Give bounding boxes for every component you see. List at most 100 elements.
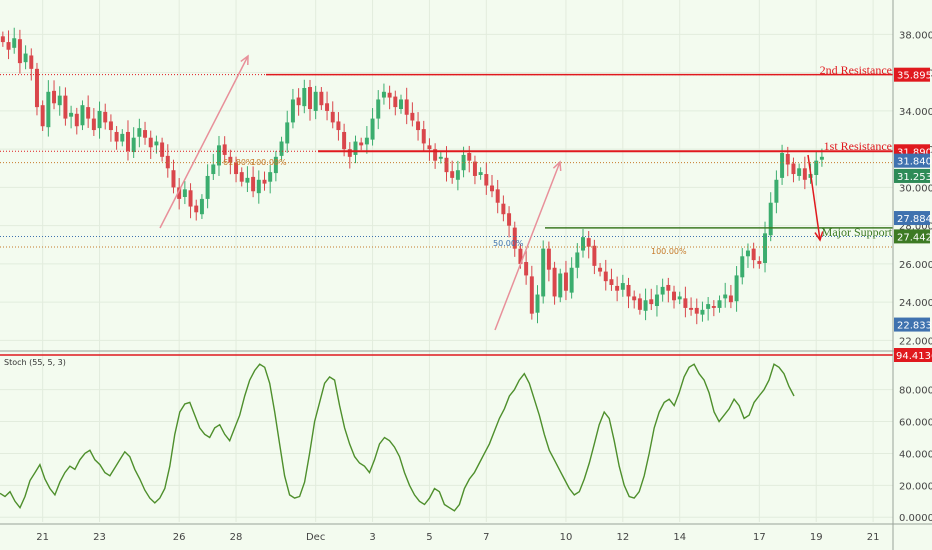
- candle-body: [416, 121, 421, 131]
- fib-label-100-b: 100.00%: [651, 247, 687, 256]
- price-tick-label: 30.000: [899, 183, 932, 194]
- candle-body: [330, 111, 335, 123]
- stoch-tick-label: 40.0000: [899, 449, 932, 460]
- time-tick-label: 21: [36, 532, 49, 543]
- candle-body: [46, 91, 51, 128]
- candle-body: [467, 153, 472, 161]
- candle-body: [558, 273, 563, 298]
- candle-body: [649, 299, 654, 305]
- price-tag-text: 27.442: [897, 232, 932, 243]
- candle-body: [802, 168, 807, 180]
- candle-body: [734, 275, 739, 302]
- candle-body: [370, 118, 375, 140]
- candle-body: [563, 272, 568, 291]
- time-tick-label: 21: [867, 532, 880, 543]
- stoch-tick-label: 20.0000: [899, 481, 932, 492]
- candle-body: [569, 267, 574, 293]
- candle-body: [23, 53, 28, 63]
- candle-body: [268, 172, 273, 182]
- candle-body: [52, 90, 57, 104]
- candle-body: [279, 141, 284, 156]
- candle-body: [160, 142, 165, 157]
- candle-body: [171, 170, 176, 188]
- candle-body: [108, 121, 113, 131]
- candle-body: [239, 172, 244, 182]
- candle-body: [518, 248, 523, 264]
- candle-body: [524, 262, 529, 276]
- candle-body: [347, 149, 352, 157]
- stoch-current-tag-text: 94.4136: [896, 351, 932, 362]
- candle-body: [40, 105, 45, 127]
- candle-body: [143, 130, 148, 138]
- candle-body: [774, 179, 779, 203]
- candle-body: [546, 248, 551, 270]
- candle-body: [103, 111, 108, 123]
- candle-body: [694, 307, 699, 314]
- candle-body: [581, 237, 586, 251]
- candle-body: [438, 156, 443, 159]
- candle-body: [461, 154, 466, 171]
- stoch-current-tag: [894, 348, 932, 362]
- candle-body: [677, 296, 682, 300]
- time-tick-label: 19: [810, 532, 823, 543]
- candle-body: [711, 306, 716, 308]
- price-tag-text: 27.884: [897, 214, 932, 225]
- candle-body: [387, 92, 392, 98]
- candle-body: [86, 107, 91, 119]
- candle-body: [643, 300, 648, 311]
- stoch-tick-label: 0.0000: [899, 513, 932, 524]
- candle-body: [34, 68, 39, 108]
- candle-body: [222, 144, 227, 155]
- arrow-line: [159, 55, 249, 229]
- candle-body: [763, 233, 768, 263]
- candle-body: [740, 256, 745, 278]
- fib-label-61: 61.80%: [223, 158, 254, 167]
- candle-body: [359, 142, 364, 146]
- candle-body: [182, 189, 187, 197]
- candle-body: [683, 298, 688, 308]
- candle-body: [626, 284, 631, 297]
- price-tag-text: 31.840: [897, 157, 932, 168]
- candle-body: [757, 261, 762, 264]
- candle-body: [234, 162, 239, 175]
- candle-body: [188, 190, 193, 207]
- stochastic-series: [0, 354, 893, 512]
- time-tick-label: 23: [93, 532, 106, 543]
- candle-body: [393, 96, 398, 108]
- candle-body: [575, 252, 580, 268]
- candle-body: [495, 189, 500, 203]
- candle-body: [410, 112, 415, 121]
- time-tick-label: Dec: [306, 532, 325, 543]
- candle-body: [507, 213, 512, 226]
- candle-body: [336, 121, 341, 131]
- candle-body: [194, 205, 199, 213]
- candle-body: [689, 307, 694, 310]
- candle-body: [137, 128, 142, 137]
- candle-body: [80, 105, 85, 126]
- time-tick-label: 17: [753, 532, 766, 543]
- candle-body: [399, 99, 403, 110]
- time-tick-label: 12: [616, 532, 629, 543]
- candle-body: [620, 283, 625, 290]
- price-tag-text: 22.833: [897, 321, 932, 332]
- candle-body: [6, 42, 11, 50]
- candle-body: [364, 137, 369, 145]
- candle-body: [256, 179, 261, 194]
- candle-body: [74, 113, 79, 127]
- candle-body: [490, 185, 494, 192]
- stoch-indicator-label[interactable]: Stoch (55, 5, 3): [4, 358, 66, 367]
- candle-body: [91, 118, 96, 131]
- candle-body: [199, 198, 204, 215]
- candle-body: [154, 141, 159, 146]
- price-tick-label: 38.000: [899, 30, 932, 41]
- candle-body: [342, 131, 347, 150]
- candle-body: [404, 99, 409, 115]
- candle-body: [325, 103, 330, 111]
- arrow-head: [240, 54, 249, 66]
- candle-body: [381, 91, 386, 98]
- candle-body: [501, 203, 506, 215]
- candle-body: [484, 174, 489, 186]
- candle-body: [211, 164, 216, 175]
- candle-body: [529, 276, 534, 314]
